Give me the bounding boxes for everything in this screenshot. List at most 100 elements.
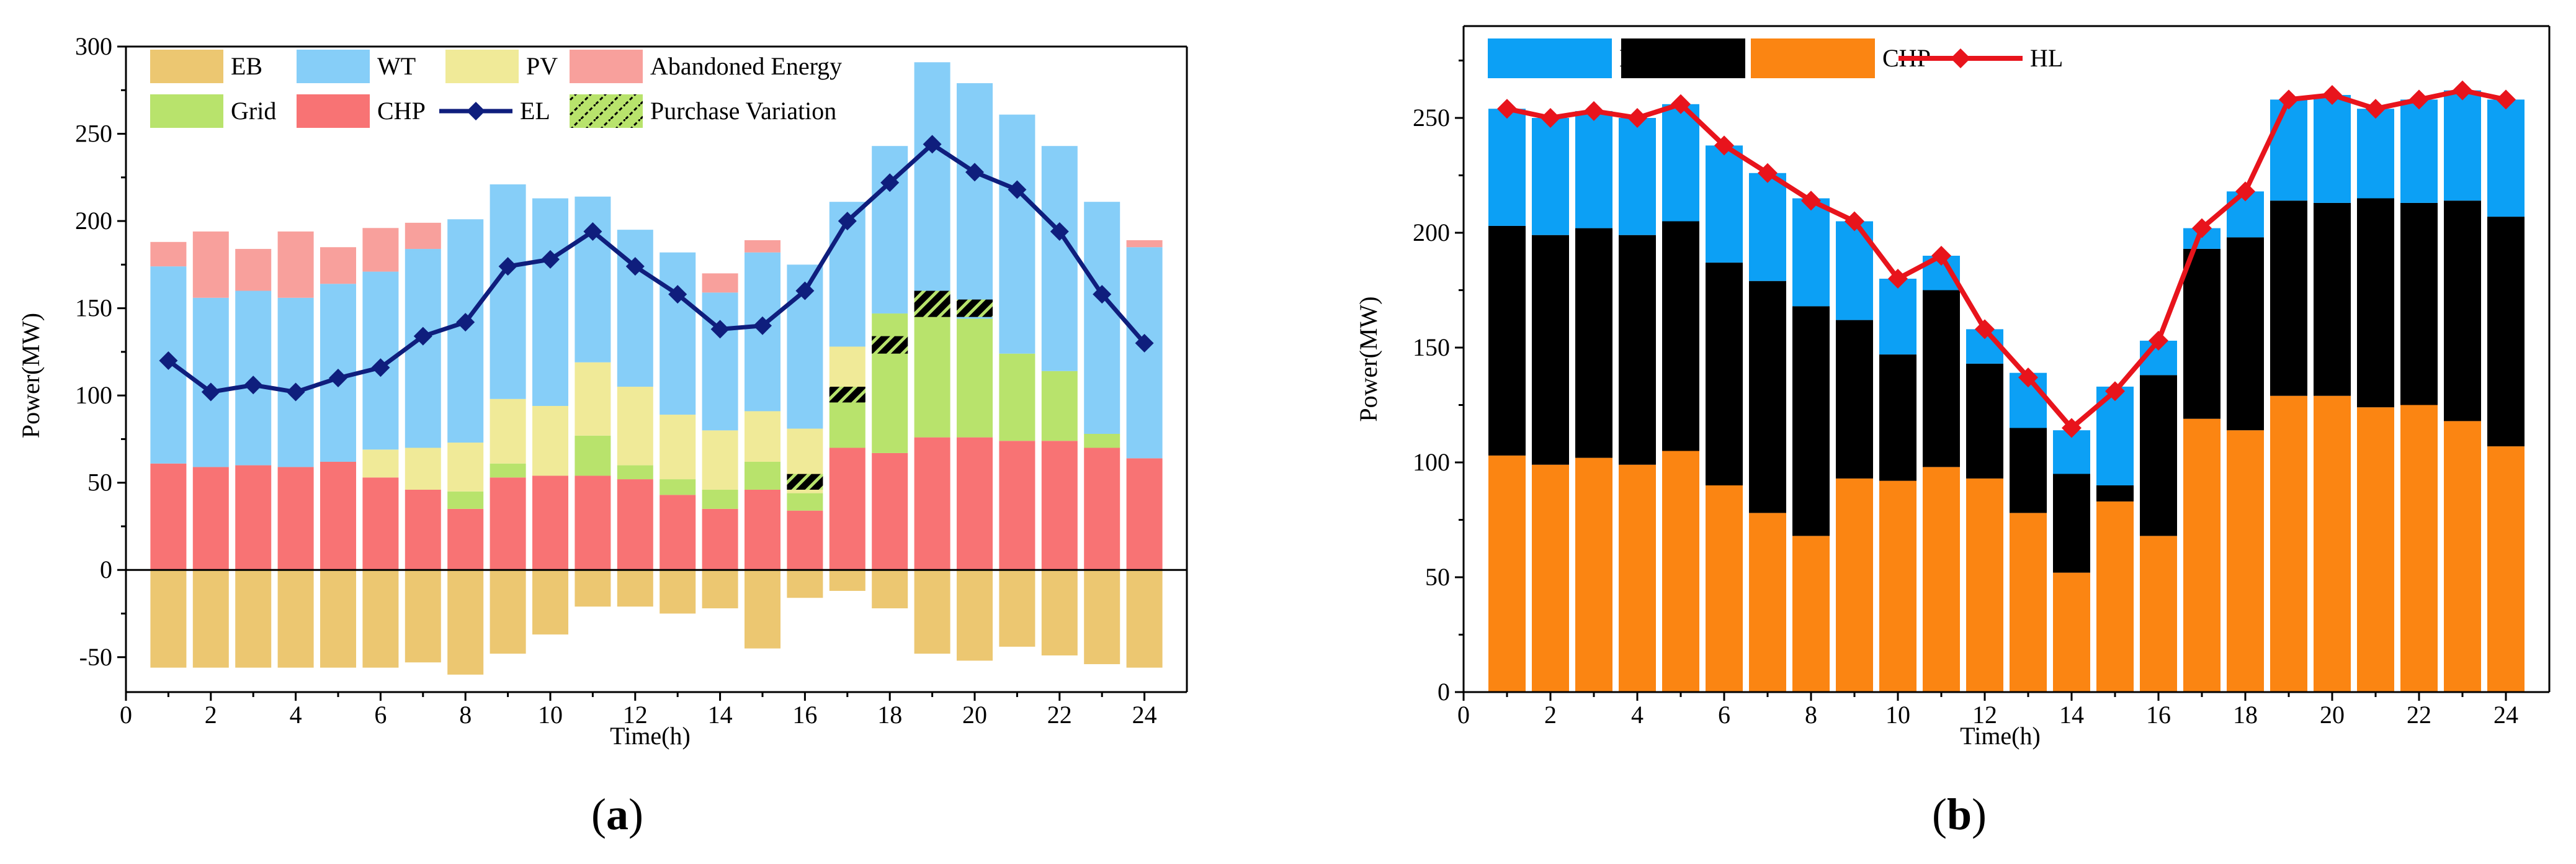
point-el-22 [1050, 222, 1069, 241]
bar-a-chp-13 [660, 495, 696, 570]
x-tick-label-14: 14 [708, 701, 733, 729]
bar-b-gb-7 [1749, 281, 1786, 513]
bar-b-eb-7 [1749, 173, 1786, 281]
bar-a-chp-15 [745, 489, 780, 570]
bar-b-eb-2 [1532, 118, 1569, 235]
x-tick-label-10: 10 [538, 701, 563, 729]
legend-a: EB WT PV Abandoned Energy Grid CHP EL Purchase … [150, 50, 842, 128]
panel-b-chart: 0 2 4 6 8 10 12 14 16 18 20 22 24050100150200250Time… [1354, 25, 2551, 750]
bar-b-chp-21 [2357, 407, 2394, 692]
bar-a-wt-22 [1041, 146, 1078, 371]
bar-a-eb-12 [617, 570, 653, 607]
point-el-17 [838, 212, 857, 231]
bar-b-chp-4 [1619, 464, 1656, 692]
bar-b-eb-20 [2314, 95, 2351, 203]
point-el-23 [1093, 285, 1112, 304]
bar-b-gb-16 [2140, 375, 2177, 536]
legend-entry-wt: WT [297, 50, 416, 83]
bar-b-gb-9 [1836, 320, 1873, 479]
bar-a-eb-2 [192, 570, 229, 668]
bar-a-eb-9 [490, 570, 526, 654]
bar-a-grid-15 [745, 461, 780, 490]
bar-a-eb-21 [999, 570, 1035, 647]
bar-b-chp-14 [2053, 572, 2090, 692]
bar-a-chp-5 [320, 461, 356, 570]
bar-a-chp-24 [1126, 458, 1163, 570]
x-tick-label-16: 16 [2146, 701, 2171, 729]
purchase-variation-18 [872, 336, 908, 354]
bar-a-eb-11 [575, 570, 611, 607]
x-tick-label-0: 0 [1457, 701, 1470, 729]
bar-a-grid-11 [575, 435, 611, 476]
bar-b-chp-19 [2270, 395, 2307, 692]
point-el-2 [201, 382, 220, 402]
bar-a-wt-14 [702, 292, 738, 431]
x-tick-label-22: 22 [2407, 701, 2431, 729]
bar-a-abandoned-energy-5 [320, 247, 356, 284]
bar-b-chp-10 [1879, 480, 1916, 692]
bar-b-gb-1 [1488, 225, 1526, 456]
bar-b-chp-20 [2314, 395, 2351, 692]
bar-b-chp-8 [1792, 536, 1830, 692]
y-tick-label-150: 150 [75, 294, 112, 322]
bar-a-eb-15 [745, 570, 780, 649]
bar-a-grid-18 [872, 313, 908, 453]
bar-a-wt-21 [999, 114, 1035, 354]
x-tick-label-0: 0 [120, 701, 132, 729]
point-hl-12 [1975, 319, 1995, 340]
panel-a-label: (a) [591, 790, 643, 839]
legend-entry-purchase-variation: Purchase Variation [570, 94, 836, 128]
point-hl-16 [2149, 330, 2168, 351]
x-tick-label-24: 24 [2493, 701, 2518, 729]
point-hl-2 [1541, 108, 1560, 128]
legend-entry-el: EL [439, 97, 550, 125]
bar-a-chp-12 [617, 479, 653, 570]
bar-b-chp-2 [1532, 464, 1569, 692]
line-el [167, 141, 1147, 395]
point-hl-19 [2279, 89, 2299, 110]
bar-b-chp-15 [2096, 501, 2134, 692]
bar-a-grid-9 [490, 463, 526, 478]
point-el-12 [625, 257, 645, 276]
bar-b-chp-11 [1923, 467, 1960, 692]
bar-a-chp-16 [787, 510, 823, 570]
bar-a-chp-10 [532, 475, 568, 570]
legend-swatch-eb [150, 50, 223, 83]
bar-a-abandoned-energy-6 [362, 228, 399, 272]
legend-label-eb: EB [231, 52, 262, 80]
bar-a-wt-9 [490, 184, 526, 399]
bar-a-grid-21 [999, 353, 1035, 441]
bar-a-chp-20 [957, 437, 993, 570]
y-axis-label: Power(MW) [17, 313, 45, 438]
x-axis-label: Time(h) [1960, 722, 2041, 750]
point-el-18 [880, 173, 900, 192]
panel-a-chart: 0 2 4 6 8 10 12 14 16 18 20 22 24-500501001502002503… [17, 32, 1188, 750]
bar-a-eb-3 [235, 570, 272, 668]
bar-a-eb-4 [277, 570, 314, 668]
x-tick-label-12: 12 [1972, 701, 1997, 729]
bar-b-chp-22 [2400, 405, 2438, 692]
bar-b-chp-1 [1488, 455, 1526, 692]
bar-b-gb-6 [1706, 263, 1743, 485]
point-el-4 [286, 382, 305, 402]
bar-b-eb-24 [2487, 99, 2525, 217]
bar-b-gb-8 [1792, 306, 1830, 536]
point-el-9 [498, 257, 517, 276]
bar-a-eb-20 [957, 570, 993, 661]
legend-swatch-pv [445, 50, 519, 83]
bar-a-pv-6 [362, 449, 399, 478]
bar-a-abandoned-energy-1 [150, 241, 187, 267]
point-hl-5 [1671, 94, 1691, 114]
bar-a-abandoned-energy-2 [192, 231, 229, 298]
point-hl-4 [1627, 108, 1647, 128]
legend-entry-chp: CHP [297, 94, 426, 128]
bar-a-chp-1 [150, 463, 187, 570]
x-axis-label: Time(h) [610, 722, 691, 750]
bar-a-wt-10 [532, 198, 568, 407]
bar-b-gb-11 [1923, 290, 1960, 467]
bar-a-grid-19 [914, 297, 950, 438]
point-el-15 [753, 316, 772, 335]
y-tick-label-100: 100 [75, 381, 112, 409]
bar-a-grid-12 [617, 465, 653, 480]
